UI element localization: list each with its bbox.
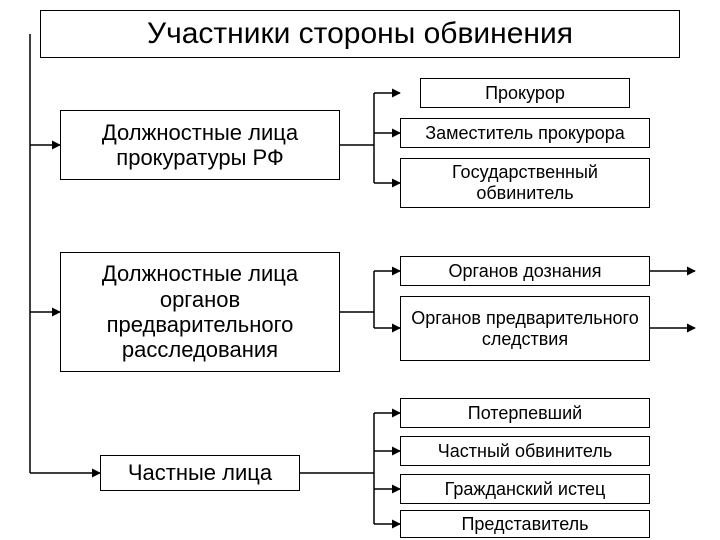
node-r4: Органов дознания — [400, 256, 650, 286]
node-r1: Прокурор — [420, 78, 630, 108]
node-left2: Должностные лица органов предварительног… — [60, 252, 340, 372]
node-r7: Частный обвинитель — [400, 436, 650, 466]
node-title: Участники стороны обвинения — [40, 10, 680, 58]
node-r5: Органов предварительного следствия — [400, 296, 650, 361]
node-r3: Государственный обвинитель — [400, 158, 650, 208]
node-r8: Гражданский истец — [400, 474, 650, 504]
node-left1: Должностные лица прокуратуры РФ — [60, 110, 340, 180]
node-r2: Заместитель прокурора — [400, 118, 650, 148]
node-r9: Представитель — [400, 510, 650, 538]
node-r6: Потерпевший — [400, 398, 650, 428]
node-left3: Частные лица — [100, 455, 300, 491]
